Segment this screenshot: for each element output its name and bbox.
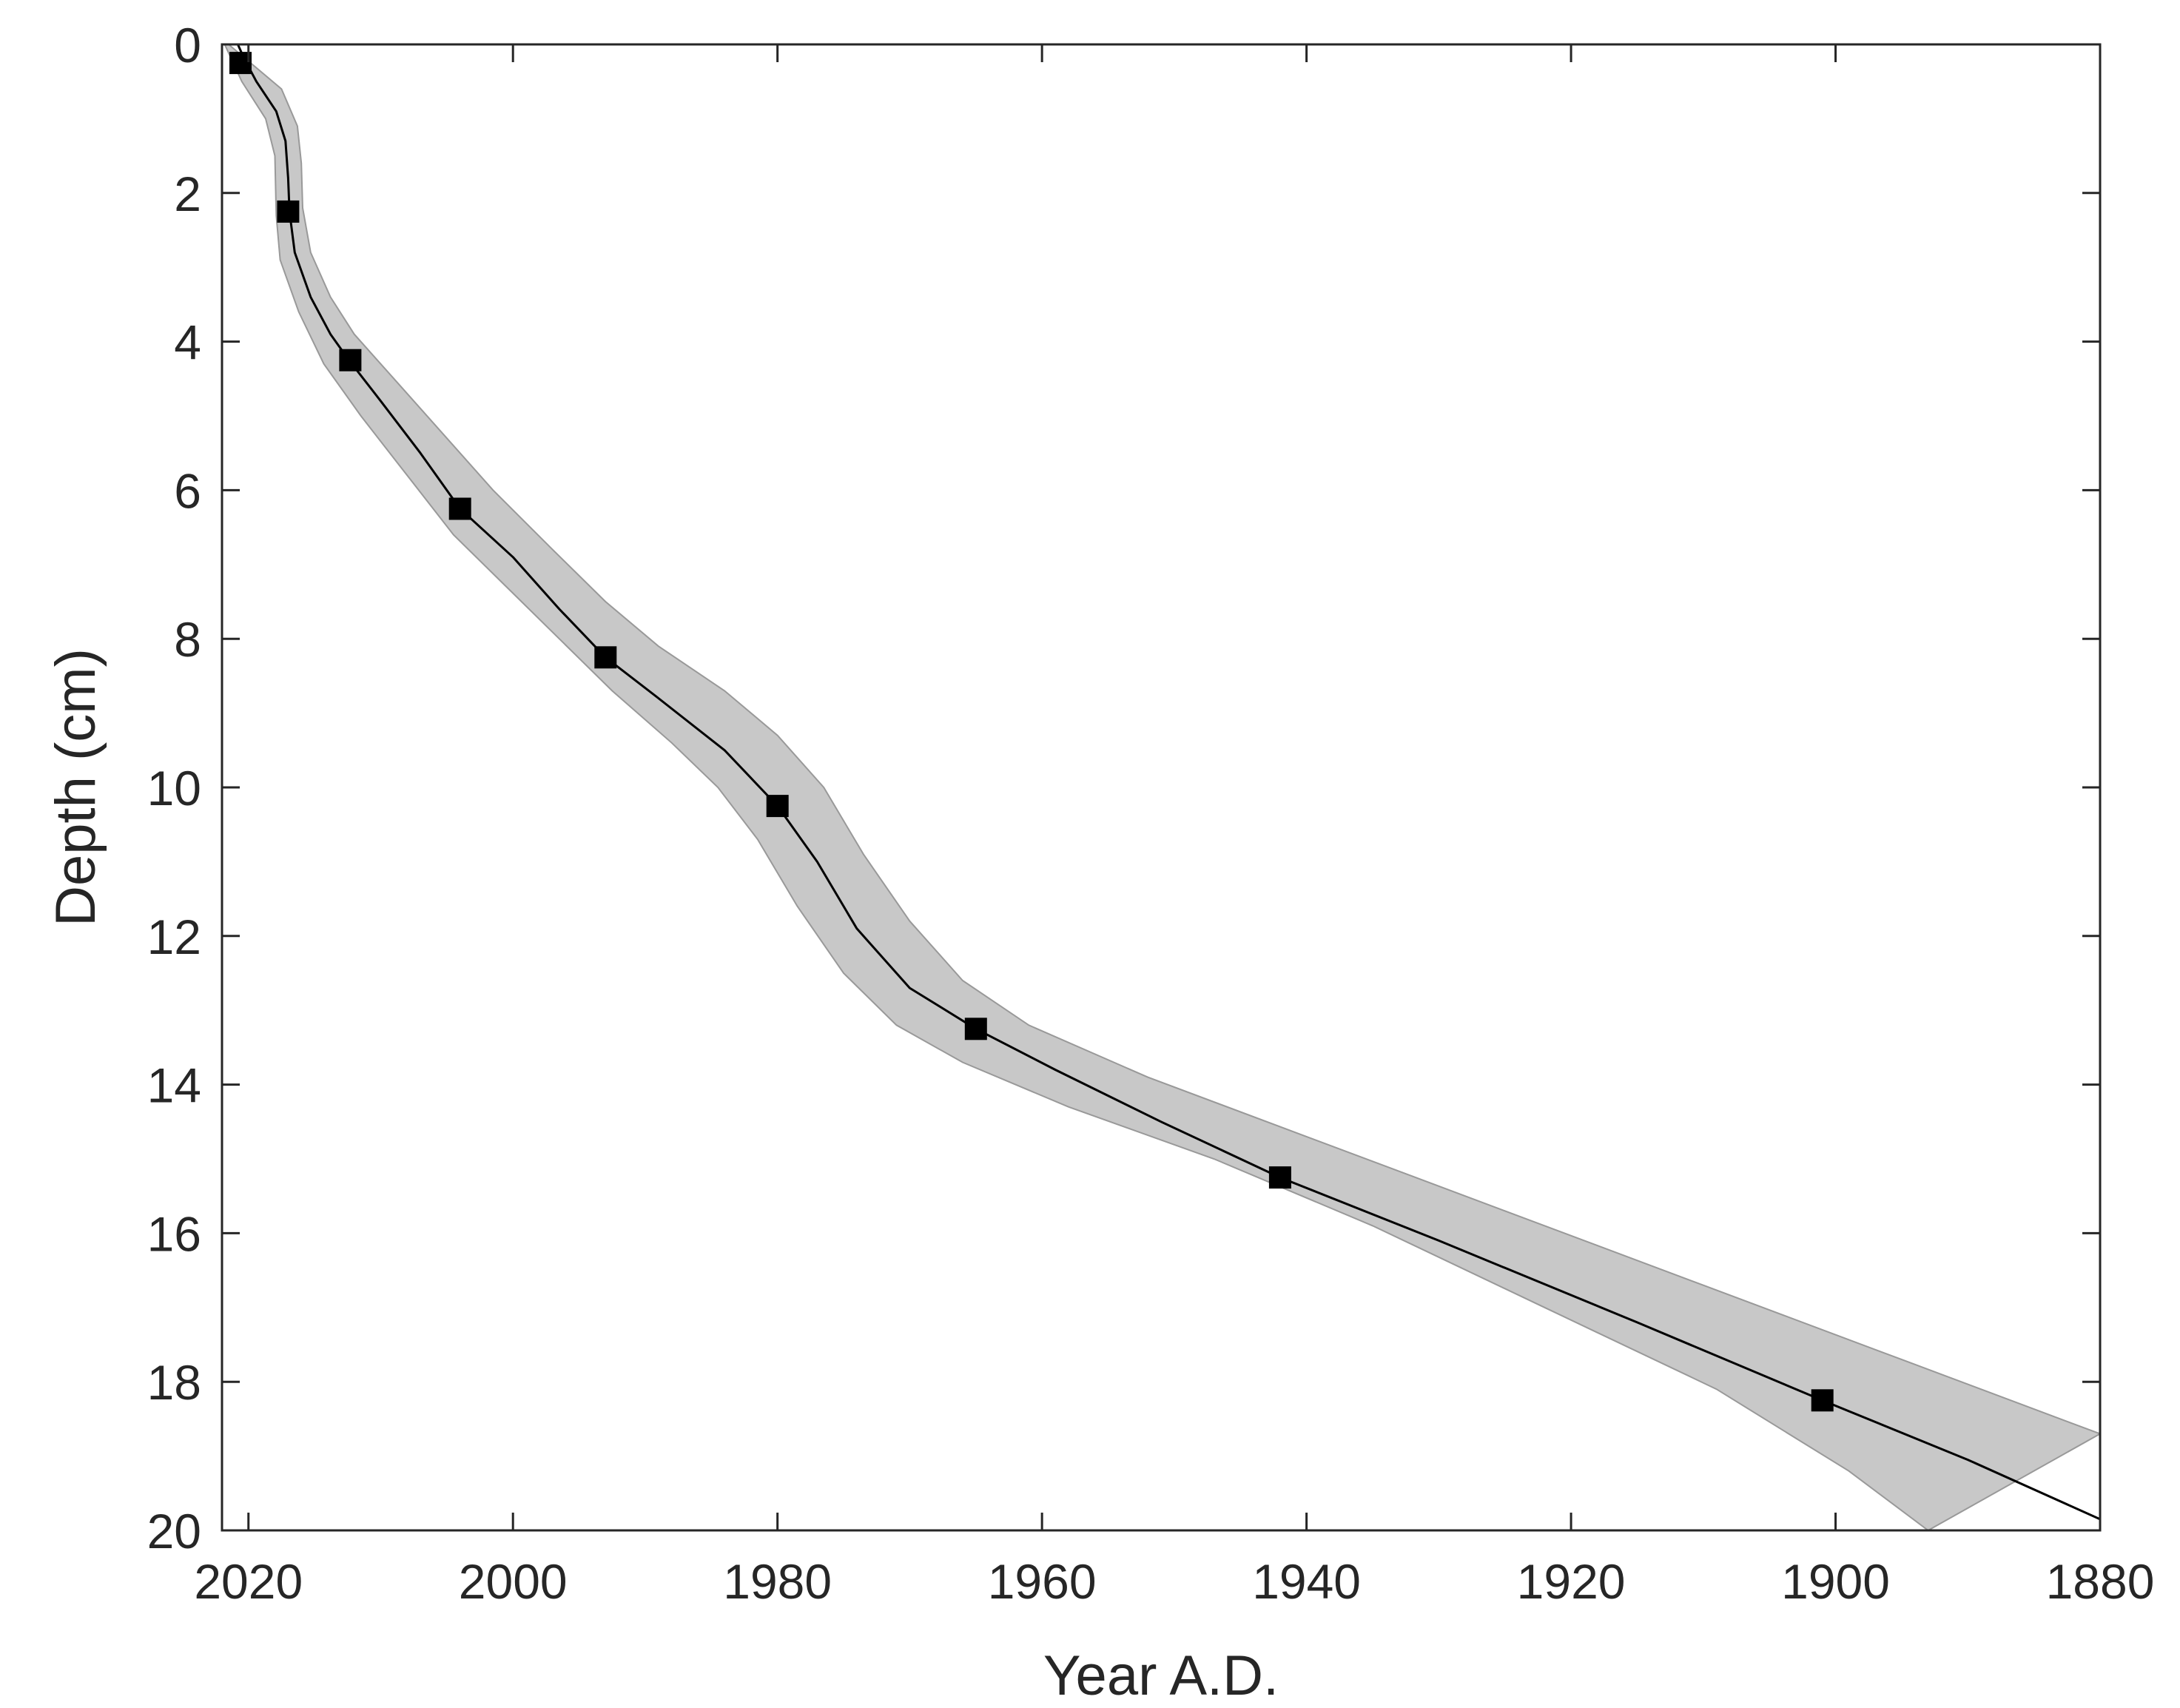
x-tick-label: 1900 [1781, 1554, 1890, 1609]
y-tick-label: 8 [174, 612, 201, 667]
y-tick-labels: 0 2 4 6 8 10 12 14 16 18 20 [147, 18, 201, 1559]
age-model-line [237, 44, 2100, 1521]
y-tick-label: 4 [174, 315, 201, 370]
y-axis-title: Depth (cm) [44, 648, 107, 927]
y-tick-label: 12 [147, 910, 201, 964]
y-tick-label: 10 [147, 761, 201, 816]
sample-marker-7 [964, 1018, 987, 1040]
x-tick-label: 1940 [1252, 1554, 1361, 1609]
x-axis-title: Year A.D. [1043, 1644, 1279, 1707]
y-tick-label: 16 [147, 1206, 201, 1261]
y-tick-label: 14 [147, 1058, 201, 1113]
x-tick-label: 2020 [194, 1554, 303, 1609]
uncertainty-band [223, 44, 2100, 1530]
x-tick-label: 1880 [2046, 1554, 2155, 1609]
x-tick-label: 1980 [723, 1554, 832, 1609]
sample-marker-6 [766, 795, 789, 818]
dated-sample-markers [229, 52, 1834, 1412]
y-tick-label: 0 [174, 18, 201, 73]
y-tick-label: 20 [147, 1504, 201, 1559]
sample-marker-8 [1268, 1166, 1291, 1189]
axes [221, 43, 2102, 1532]
sample-marker-3 [339, 349, 362, 371]
x-tick-labels: 2020 2000 1980 1960 1940 1920 1900 1880 [194, 1554, 2154, 1609]
sample-marker-2 [277, 200, 300, 223]
y-tick-label: 6 [174, 463, 201, 518]
sample-marker-9 [1811, 1389, 1834, 1412]
x-tick-label: 1920 [1517, 1554, 1626, 1609]
age-model-line-layer [237, 44, 2100, 1521]
x-tick-label: 2000 [459, 1554, 568, 1609]
sample-marker-5 [594, 646, 617, 669]
y-tick-label: 2 [174, 167, 201, 221]
x-tick-label: 1960 [988, 1554, 1097, 1609]
uncertainty-band-layer [223, 44, 2100, 1530]
sample-marker-4 [448, 497, 471, 520]
y-tick-label: 18 [147, 1355, 201, 1410]
